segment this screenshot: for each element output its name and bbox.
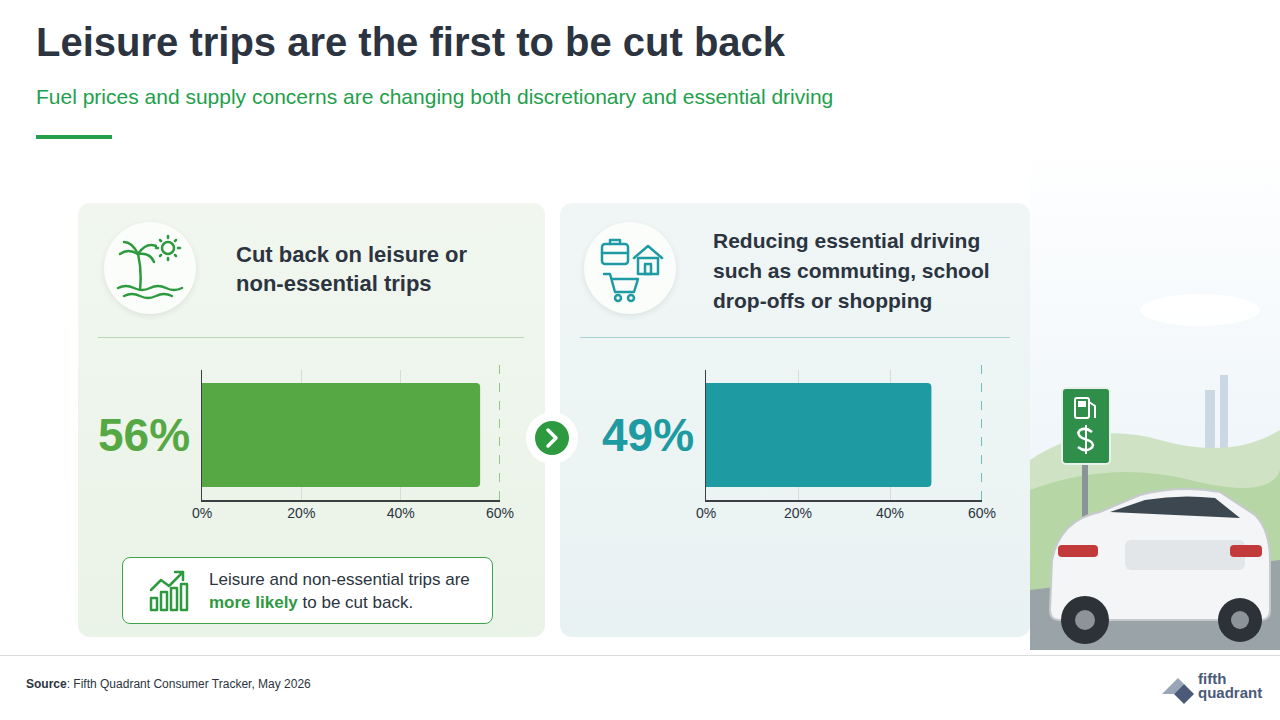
svg-text:60%: 60% (968, 505, 996, 521)
html-text:Reducing essential driving suc: Reducing essential driving such as commu… (713, 229, 990, 312)
html-text:fifth: fifth (1198, 670, 1227, 687)
svg-text:49%: 49% (602, 409, 694, 461)
html-text:Cut back on leisure or non-ess: Cut back on leisure or non-essential tri… (236, 242, 468, 296)
svg-text:56%: 56% (98, 409, 190, 461)
html-text:quadrant: quadrant (1198, 684, 1263, 701)
html-text:Source: Fifth Quadrant Consume: Source: Fifth Quadrant Consumer Tracker,… (26, 677, 311, 691)
svg-text:40%: 40% (876, 505, 904, 521)
html-text:Leisure and non-essential trip: Leisure and non-essential trips are (209, 570, 470, 589)
svg-text:60%: 60% (486, 505, 514, 521)
svg-text:40%: 40% (387, 505, 415, 521)
html-text:Leisure trips are the first to: Leisure trips are the first to be cut ba… (36, 20, 786, 64)
svg-text:0%: 0% (696, 505, 716, 521)
svg-text:20%: 20% (287, 505, 315, 521)
svg-text:20%: 20% (784, 505, 812, 521)
html-text:Fuel prices and supply concern: Fuel prices and supply concerns are chan… (36, 85, 834, 108)
svg-text:0%: 0% (192, 505, 212, 521)
html-text:more likely to be cut back.: more likely to be cut back. (209, 593, 414, 612)
